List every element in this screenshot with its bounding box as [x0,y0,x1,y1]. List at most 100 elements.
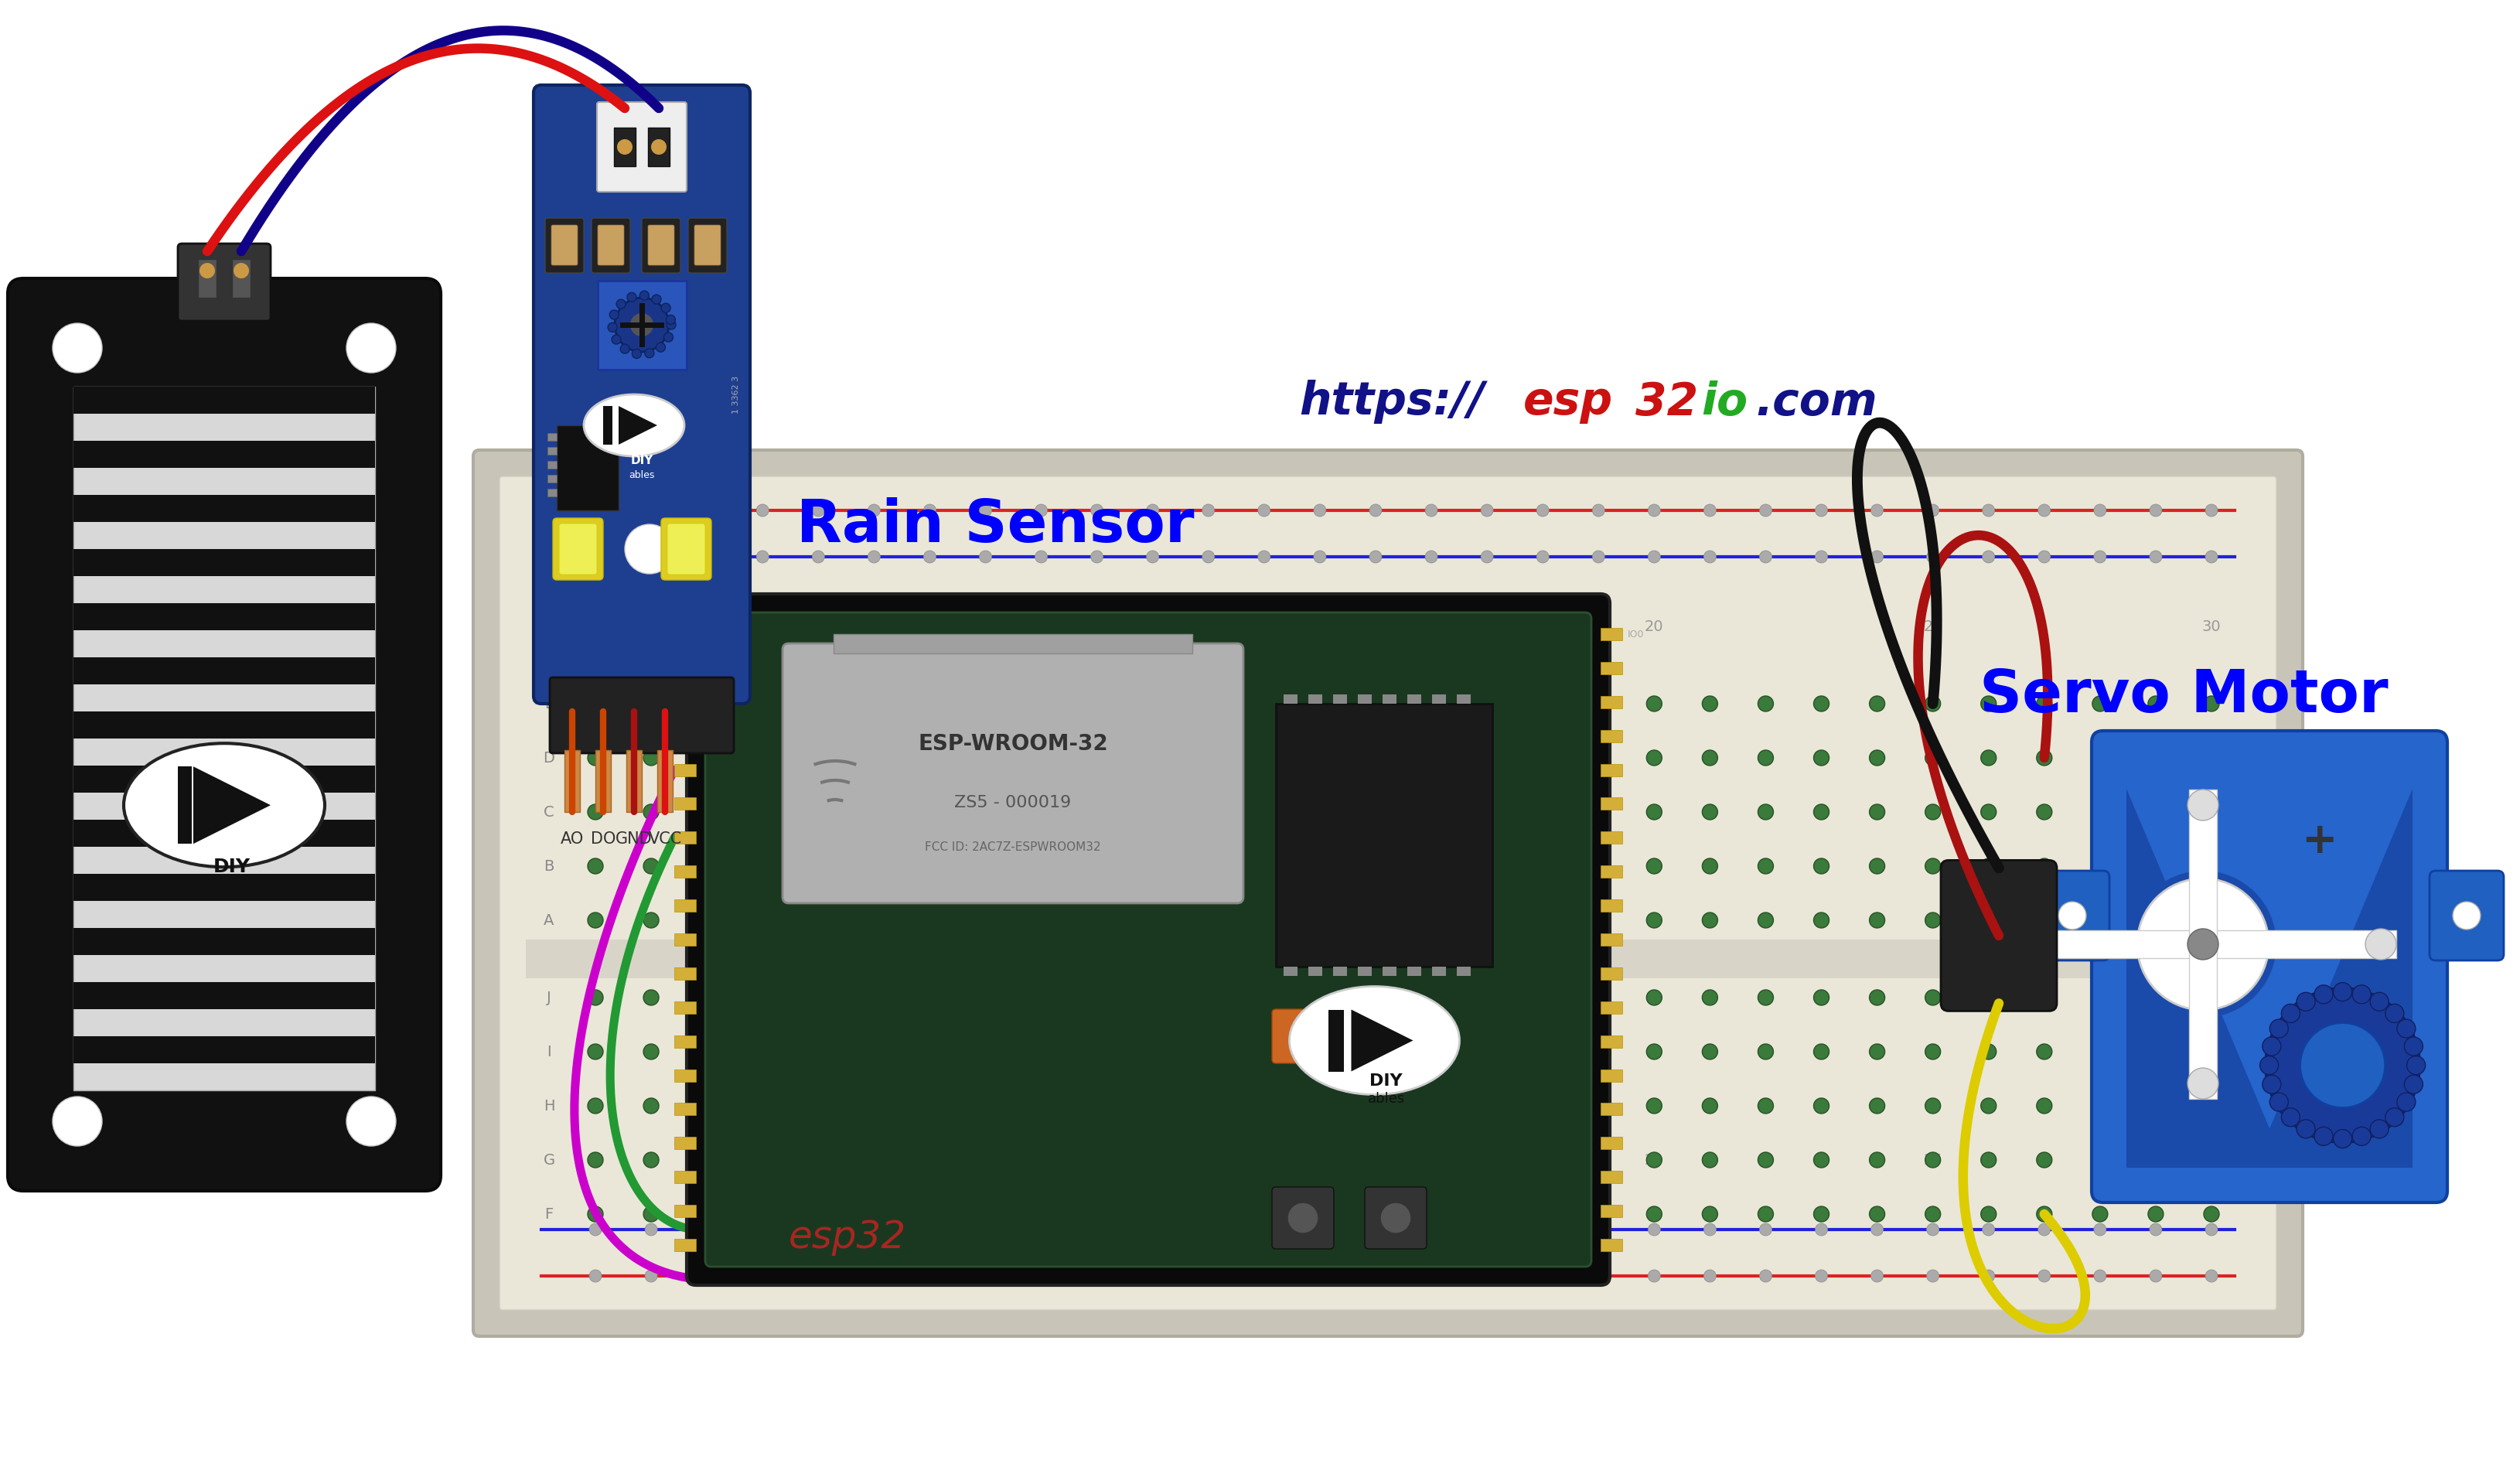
Circle shape [345,1096,396,1146]
Circle shape [2039,1223,2051,1235]
Circle shape [2187,790,2218,821]
Text: DIY: DIY [214,857,249,876]
Circle shape [1646,1098,1661,1114]
Circle shape [2036,696,2051,711]
Bar [675,933,696,946]
Bar [1431,695,1446,704]
Circle shape [1814,1098,1830,1114]
Circle shape [2205,750,2220,765]
Circle shape [811,1270,824,1282]
Circle shape [53,323,103,372]
Circle shape [1870,1270,1882,1282]
Circle shape [1646,1206,1661,1222]
Bar [675,1137,696,1149]
Circle shape [1928,1270,1938,1282]
Circle shape [590,1223,602,1235]
Circle shape [756,913,771,929]
Circle shape [1590,696,1605,711]
Bar [1600,696,1623,708]
Circle shape [1257,1223,1270,1235]
Bar [675,696,696,708]
Text: io: io [1701,380,1749,425]
Bar [179,767,192,844]
Bar [675,1171,696,1183]
Circle shape [1701,990,1719,1006]
Circle shape [1313,1223,1326,1235]
Text: 5: 5 [814,1152,824,1168]
Circle shape [1036,504,1048,517]
Circle shape [978,1152,993,1168]
Circle shape [1424,696,1439,711]
Circle shape [980,504,993,517]
Circle shape [2147,1152,2165,1168]
FancyBboxPatch shape [2092,731,2447,1203]
Circle shape [2397,1092,2417,1111]
Circle shape [1590,1152,1605,1168]
Circle shape [2407,1056,2424,1075]
Circle shape [2334,1130,2351,1148]
Circle shape [590,504,602,517]
Circle shape [1814,858,1830,875]
Circle shape [1313,504,1326,517]
Circle shape [1981,990,1996,1006]
Circle shape [625,524,675,574]
Circle shape [1089,750,1104,765]
Bar [1283,967,1298,975]
Circle shape [653,295,660,304]
Circle shape [1313,750,1328,765]
Bar [1600,899,1623,913]
Circle shape [867,1098,882,1114]
Circle shape [1200,1152,1217,1168]
Circle shape [1983,1270,1996,1282]
Circle shape [978,1206,993,1222]
Circle shape [643,990,658,1006]
Circle shape [1424,804,1439,819]
Circle shape [698,990,716,1006]
Circle shape [698,1206,716,1222]
FancyBboxPatch shape [1940,860,2056,1010]
Circle shape [1426,550,1436,564]
Circle shape [756,1044,771,1060]
Circle shape [867,550,879,564]
Circle shape [1925,990,1940,1006]
Circle shape [645,504,658,517]
Circle shape [2263,1075,2281,1094]
Circle shape [2301,1023,2384,1108]
Circle shape [698,1098,716,1114]
Circle shape [811,1152,827,1168]
Circle shape [2039,504,2051,517]
Circle shape [1646,804,1661,819]
Circle shape [1590,1044,1605,1060]
Circle shape [1368,913,1383,929]
Bar [1457,695,1472,704]
Circle shape [867,1270,879,1282]
Circle shape [1814,1206,1830,1222]
Circle shape [978,696,993,711]
FancyBboxPatch shape [552,518,602,580]
Circle shape [698,750,716,765]
Circle shape [978,858,993,875]
Text: DIY: DIY [1368,1073,1404,1088]
Circle shape [1759,804,1774,819]
Bar [1457,967,1472,975]
Circle shape [2205,1152,2220,1168]
Circle shape [867,1044,882,1060]
Circle shape [811,550,824,564]
Circle shape [1870,913,1885,929]
Circle shape [811,696,827,711]
Circle shape [1482,550,1494,564]
Circle shape [756,550,769,564]
Circle shape [698,1044,716,1060]
Circle shape [1424,990,1439,1006]
Circle shape [199,263,214,279]
Text: D: D [544,750,554,765]
Circle shape [2094,1223,2107,1235]
Circle shape [650,139,665,155]
Circle shape [643,750,658,765]
Text: 30: 30 [2202,619,2220,634]
Bar [675,1035,696,1048]
Circle shape [867,750,882,765]
Circle shape [1089,804,1104,819]
Circle shape [1593,1270,1605,1282]
Circle shape [2036,990,2051,1006]
